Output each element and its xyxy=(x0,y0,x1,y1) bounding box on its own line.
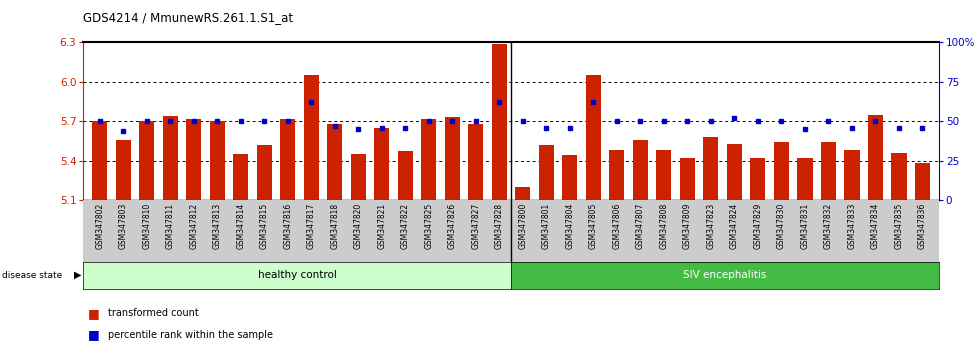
Bar xyxy=(327,124,342,200)
Bar xyxy=(774,142,789,200)
Text: GSM347800: GSM347800 xyxy=(518,203,527,250)
Bar xyxy=(257,145,271,200)
Text: GDS4214 / MmunewRS.261.1.S1_at: GDS4214 / MmunewRS.261.1.S1_at xyxy=(83,11,293,24)
Bar xyxy=(374,128,389,200)
Text: GSM347835: GSM347835 xyxy=(895,203,904,250)
Bar xyxy=(280,119,295,200)
Text: GSM347806: GSM347806 xyxy=(612,203,621,250)
Text: GSM347809: GSM347809 xyxy=(683,203,692,250)
Text: SIV encephalitis: SIV encephalitis xyxy=(683,270,766,280)
Text: GSM347821: GSM347821 xyxy=(377,203,386,249)
Bar xyxy=(867,115,883,200)
Text: GSM347823: GSM347823 xyxy=(707,203,715,249)
Text: GSM347801: GSM347801 xyxy=(542,203,551,249)
Text: GSM347820: GSM347820 xyxy=(354,203,363,249)
Text: GSM347828: GSM347828 xyxy=(495,203,504,249)
Text: GSM347827: GSM347827 xyxy=(471,203,480,249)
Bar xyxy=(233,154,248,200)
Bar xyxy=(92,121,108,200)
Bar xyxy=(445,117,460,200)
Bar xyxy=(186,119,202,200)
Bar xyxy=(914,163,930,200)
Text: GSM347826: GSM347826 xyxy=(448,203,457,249)
Text: GSM347805: GSM347805 xyxy=(589,203,598,250)
Bar xyxy=(751,158,765,200)
Bar xyxy=(351,154,366,200)
Text: GSM347802: GSM347802 xyxy=(95,203,104,249)
Bar xyxy=(820,142,836,200)
Text: GSM347818: GSM347818 xyxy=(330,203,339,249)
Bar xyxy=(633,139,648,200)
Bar xyxy=(563,155,577,200)
Text: GSM347831: GSM347831 xyxy=(801,203,809,249)
Text: percentile rank within the sample: percentile rank within the sample xyxy=(108,330,272,339)
Text: GSM347804: GSM347804 xyxy=(565,203,574,250)
Bar xyxy=(704,137,718,200)
Bar xyxy=(657,150,671,200)
Text: GSM347824: GSM347824 xyxy=(730,203,739,249)
Text: GSM347832: GSM347832 xyxy=(824,203,833,249)
Bar xyxy=(163,116,178,200)
Text: GSM347808: GSM347808 xyxy=(660,203,668,249)
Bar xyxy=(139,121,155,200)
Text: GSM347816: GSM347816 xyxy=(283,203,292,249)
Bar xyxy=(680,158,695,200)
Bar xyxy=(586,75,601,200)
Bar xyxy=(727,144,742,200)
Text: ■: ■ xyxy=(88,307,100,320)
Text: GSM347825: GSM347825 xyxy=(424,203,433,249)
Bar xyxy=(468,124,483,200)
Text: GSM347807: GSM347807 xyxy=(636,203,645,250)
Text: GSM347811: GSM347811 xyxy=(166,203,174,249)
Bar xyxy=(515,187,530,200)
Text: ■: ■ xyxy=(88,328,100,341)
Bar xyxy=(421,119,436,200)
Bar xyxy=(891,153,907,200)
Text: transformed count: transformed count xyxy=(108,308,199,318)
Text: healthy control: healthy control xyxy=(258,270,336,280)
Text: GSM347830: GSM347830 xyxy=(777,203,786,250)
Bar xyxy=(610,150,624,200)
Text: GSM347834: GSM347834 xyxy=(871,203,880,250)
Text: GSM347836: GSM347836 xyxy=(918,203,927,250)
Text: GSM347814: GSM347814 xyxy=(236,203,245,249)
Bar xyxy=(304,75,318,200)
Text: ▶: ▶ xyxy=(74,270,81,280)
Text: GSM347812: GSM347812 xyxy=(189,203,198,249)
Bar xyxy=(210,121,225,200)
Bar xyxy=(398,152,413,200)
Text: GSM347810: GSM347810 xyxy=(142,203,151,249)
Text: GSM347803: GSM347803 xyxy=(119,203,127,250)
Bar xyxy=(116,139,131,200)
Text: disease state: disease state xyxy=(2,271,62,280)
Bar xyxy=(539,145,554,200)
Text: GSM347817: GSM347817 xyxy=(307,203,316,249)
Text: GSM347813: GSM347813 xyxy=(213,203,221,249)
Bar xyxy=(797,158,812,200)
Text: GSM347822: GSM347822 xyxy=(401,203,410,249)
Text: GSM347833: GSM347833 xyxy=(848,203,857,250)
Text: GSM347815: GSM347815 xyxy=(260,203,269,249)
Text: GSM347829: GSM347829 xyxy=(754,203,762,249)
Bar xyxy=(492,44,507,200)
Bar xyxy=(844,150,859,200)
